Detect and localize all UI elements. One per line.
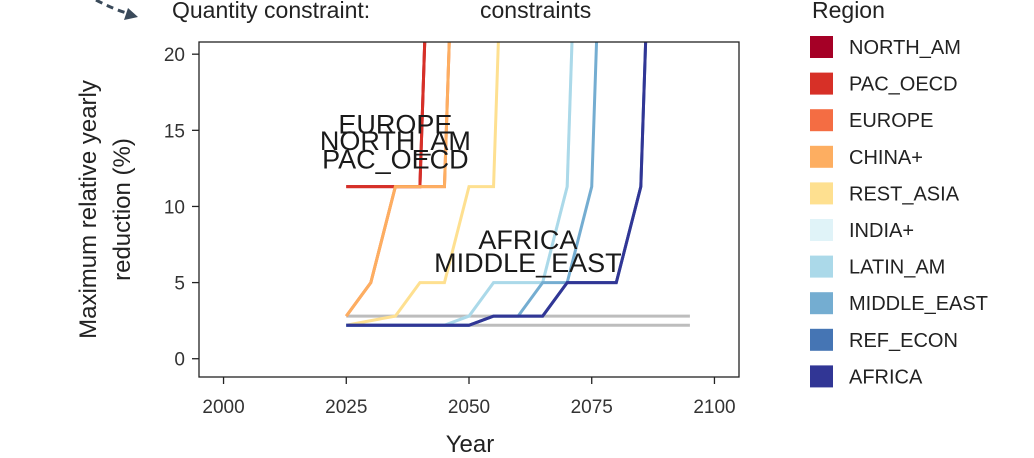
y-axis-title-line: Maximum relative yearly bbox=[75, 80, 102, 339]
constraint-header-label: Quantity constraint: bbox=[172, 0, 370, 23]
legend-item: REF_ECON bbox=[810, 328, 958, 352]
legend-item: REST_ASIA bbox=[810, 182, 960, 205]
y-tick-label: 15 bbox=[164, 121, 185, 142]
region-annotation: MIDDLE_EAST bbox=[434, 248, 622, 278]
axes: 2000 2025 2050 2075 2100 0 5 10 15 20 bbox=[164, 41, 740, 418]
x-tick-label: 2025 bbox=[325, 397, 367, 418]
legend-swatch bbox=[810, 219, 833, 241]
series-line-middle-east bbox=[346, 42, 599, 327]
legend-label: INDIA+ bbox=[849, 220, 914, 242]
legend-label: CHINA+ bbox=[849, 147, 923, 169]
legend-label: PAC_OECD bbox=[849, 74, 958, 96]
y-tick-label: 0 bbox=[174, 350, 185, 371]
x-tick-label: 2050 bbox=[448, 397, 490, 418]
legend-label: REF_ECON bbox=[849, 330, 958, 352]
legend-label: LATIN_AM bbox=[849, 257, 945, 279]
legend-swatch bbox=[810, 145, 833, 168]
y-tick-label: 10 bbox=[164, 197, 185, 218]
legend-label: NORTH_AM bbox=[849, 37, 961, 59]
legend-label: AFRICA bbox=[849, 366, 923, 388]
plot-area bbox=[345, 42, 690, 327]
x-axis-title: Year bbox=[446, 431, 495, 458]
legend-swatch bbox=[810, 255, 833, 278]
legend-item: CHINA+ bbox=[810, 145, 923, 169]
legend-swatch bbox=[810, 109, 833, 132]
plot-frame bbox=[198, 41, 740, 378]
y-tick-label: 5 bbox=[174, 274, 185, 295]
legend-item: INDIA+ bbox=[810, 219, 914, 242]
x-tick-label: 2100 bbox=[693, 397, 735, 418]
region-annotation: EUROPE bbox=[338, 109, 452, 139]
arrow-icon bbox=[95, 0, 138, 20]
legend-swatch bbox=[810, 292, 833, 315]
legend-item: LATIN_AM bbox=[810, 255, 945, 279]
legend-swatch bbox=[810, 328, 833, 351]
y-axis-title: Maximum relative yearly reduction (%) bbox=[75, 80, 136, 339]
series-line-china- bbox=[345, 42, 451, 317]
x-tick-label: 2075 bbox=[571, 397, 613, 418]
legend-swatch bbox=[810, 182, 833, 205]
series-line-rest-asia bbox=[345, 42, 500, 327]
legend-label: MIDDLE_EAST bbox=[849, 293, 988, 315]
legend-item: MIDDLE_EAST bbox=[810, 292, 988, 315]
legend-item: EUROPE bbox=[810, 109, 933, 132]
legend-label: REST_ASIA bbox=[849, 183, 960, 205]
legend-item: PAC_OECD bbox=[810, 72, 958, 96]
legend-label: EUROPE bbox=[849, 110, 933, 132]
series-line-africa bbox=[346, 42, 648, 327]
legend-swatch bbox=[810, 365, 833, 388]
constraint-header-value: constraints bbox=[480, 0, 591, 23]
legend-item: AFRICA bbox=[810, 365, 923, 388]
y-tick-label: 20 bbox=[164, 45, 185, 66]
legend-swatch bbox=[810, 72, 833, 95]
legend-item: NORTH_AM bbox=[810, 36, 961, 59]
legend-title: Region bbox=[812, 0, 885, 23]
y-axis-title-line: reduction (%) bbox=[109, 138, 136, 281]
legend: Region NORTH_AM PAC_OECD EUROPE CHINA+ REST_… bbox=[810, 0, 988, 388]
region-annotation: NORTH_AM bbox=[320, 126, 471, 156]
region-annotation: AFRICA bbox=[478, 225, 577, 255]
x-tick-label: 2000 bbox=[202, 397, 244, 418]
region-annotation: PAC_OECD bbox=[322, 144, 469, 174]
legend-swatch bbox=[810, 36, 833, 58]
series-line-latin-am bbox=[346, 42, 574, 327]
